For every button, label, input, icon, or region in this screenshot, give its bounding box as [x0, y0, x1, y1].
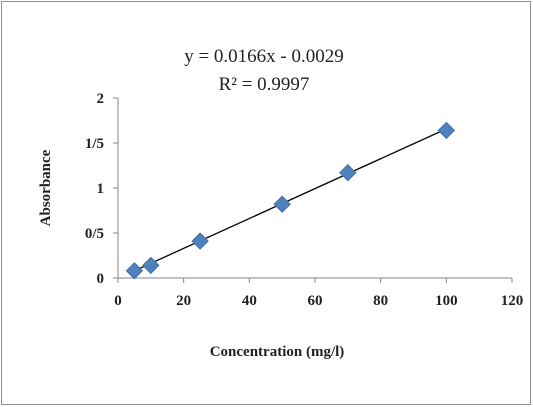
y-tick-label: 0/5	[85, 226, 104, 242]
x-axis-label: Concentration (mg/l)	[210, 344, 345, 360]
x-tick-label: 0	[114, 293, 122, 309]
trendline-group	[134, 128, 447, 272]
x-tick-label: 20	[176, 293, 191, 309]
x-tick-label: 120	[501, 293, 524, 309]
r-squared-label: R² = 0.9997	[219, 74, 310, 95]
data-point-marker	[339, 163, 357, 182]
data-point-marker	[437, 121, 456, 140]
data-point-marker	[273, 195, 291, 213]
trendline-equation: y = 0.0166x - 0.0029	[184, 46, 344, 67]
data-point-marker	[125, 262, 144, 280]
y-tick-label: 1/5	[85, 136, 104, 152]
x-tick-label: 60	[308, 293, 323, 309]
axes: 00/511/520 20 40 60 80 100 120	[85, 91, 523, 309]
trendline	[134, 128, 447, 272]
x-tick-label: 100	[435, 293, 458, 309]
data-point-marker	[191, 232, 209, 250]
x-tick-label: 80	[373, 293, 388, 309]
y-tick-label: 1	[97, 181, 105, 197]
data-points	[125, 121, 456, 280]
x-tick-label: 40	[242, 293, 257, 309]
y-axis-label: Absorbance	[38, 149, 54, 226]
y-tick-label: 2	[97, 91, 105, 107]
y-tick-label: 0	[97, 271, 105, 287]
data-point-marker	[142, 256, 160, 275]
